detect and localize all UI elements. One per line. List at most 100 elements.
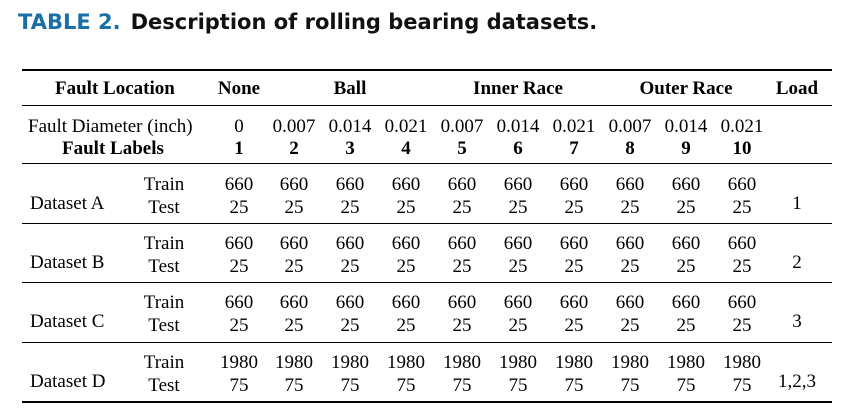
train-count-cell: 660 — [391, 174, 421, 195]
bottom-rule — [22, 401, 832, 403]
header-group-ball: Ball — [333, 78, 367, 99]
train-count-cell: 660 — [335, 174, 365, 195]
train-count-cell: 660 — [559, 174, 589, 195]
train-count-cell: 660 — [391, 292, 421, 313]
test-count-cell: 25 — [452, 256, 472, 277]
test-count-cell: 75 — [620, 375, 640, 396]
train-count-cell: 1980 — [275, 352, 313, 373]
train-count-cell: 660 — [727, 174, 757, 195]
table-title: Description of rolling bearing datasets. — [130, 10, 598, 34]
fault-diameter-cell: 0.014 — [496, 116, 540, 137]
test-count-cell: 25 — [284, 315, 304, 336]
fault-label-cell: 10 — [732, 138, 752, 159]
train-count-cell: 660 — [671, 233, 701, 254]
test-count-cell: 25 — [620, 315, 640, 336]
train-count-cell: 660 — [615, 292, 645, 313]
top-rule — [22, 69, 832, 71]
test-count-cell: 25 — [564, 315, 584, 336]
fault-label-cell: 5 — [457, 138, 467, 159]
test-count-cell: 25 — [396, 256, 416, 277]
test-count-cell: 75 — [284, 375, 304, 396]
header-group-none: None — [217, 78, 261, 99]
train-count-cell: 660 — [447, 174, 477, 195]
test-count-cell: 75 — [229, 375, 249, 396]
test-count-cell: 25 — [340, 197, 360, 218]
train-count-cell: 1980 — [667, 352, 705, 373]
train-count-cell: 1980 — [443, 352, 481, 373]
test-count-cell: 25 — [732, 197, 752, 218]
train-count-cell: 660 — [224, 174, 254, 195]
train-count-cell: 660 — [279, 292, 309, 313]
train-count-cell: 660 — [615, 174, 645, 195]
test-count-cell: 25 — [732, 315, 752, 336]
train-count-cell: 660 — [671, 174, 701, 195]
test-count-cell: 25 — [564, 256, 584, 277]
test-count-cell: 25 — [620, 197, 640, 218]
fault-label-cell: 1 — [234, 138, 244, 159]
test-count-cell: 75 — [396, 375, 416, 396]
test-count-cell: 25 — [676, 256, 696, 277]
train-count-cell: 1980 — [331, 352, 369, 373]
train-count-cell: 660 — [335, 233, 365, 254]
fault-labels-label: Fault Labels — [62, 138, 164, 159]
test-label: Test — [148, 256, 180, 277]
fault-diameter-cell: 0 — [234, 116, 244, 137]
table-number: TABLE 2. — [18, 10, 121, 34]
test-count-cell: 75 — [452, 375, 472, 396]
test-count-cell: 25 — [396, 197, 416, 218]
test-count-cell: 25 — [452, 315, 472, 336]
header-rule — [22, 105, 832, 106]
test-count-cell: 25 — [508, 315, 528, 336]
fault-label-cell: 9 — [681, 138, 691, 159]
train-count-cell: 660 — [391, 233, 421, 254]
test-count-cell: 75 — [732, 375, 752, 396]
header-load: Load — [775, 78, 819, 99]
train-count-cell: 660 — [447, 233, 477, 254]
test-count-cell: 25 — [340, 315, 360, 336]
train-count-cell: 660 — [503, 292, 533, 313]
fault-label-cell: 6 — [513, 138, 523, 159]
header-fault-location: Fault Location — [55, 78, 175, 99]
dataset-c-rule — [22, 342, 832, 343]
fault-diameter-cell: 0.007 — [608, 116, 652, 137]
fault-diameter-cell: 0.021 — [720, 116, 764, 137]
test-count-cell: 75 — [508, 375, 528, 396]
train-count-cell: 660 — [727, 292, 757, 313]
load-value: 1,2,3 — [778, 371, 816, 392]
test-count-cell: 25 — [620, 256, 640, 277]
train-count-cell: 660 — [671, 292, 701, 313]
labels-rule — [22, 163, 832, 164]
fault-diameter-cell: 0.007 — [272, 116, 316, 137]
train-count-cell: 660 — [559, 233, 589, 254]
test-count-cell: 25 — [229, 197, 249, 218]
train-count-cell: 660 — [335, 292, 365, 313]
fault-label-cell: 7 — [569, 138, 579, 159]
train-count-cell: 660 — [279, 233, 309, 254]
test-count-cell: 25 — [508, 256, 528, 277]
fault-diameter-cell: 0.007 — [440, 116, 484, 137]
test-count-cell: 25 — [284, 197, 304, 218]
train-label: Train — [143, 292, 185, 313]
train-count-cell: 660 — [503, 233, 533, 254]
dataset-a-rule — [22, 223, 832, 224]
dataset-name: Dataset C — [30, 311, 105, 332]
test-count-cell: 75 — [676, 375, 696, 396]
test-count-cell: 75 — [564, 375, 584, 396]
train-label: Train — [143, 174, 185, 195]
fault-diameter-cell: 0.014 — [328, 116, 372, 137]
load-value: 1 — [792, 193, 802, 214]
train-count-cell: 1980 — [723, 352, 761, 373]
test-count-cell: 25 — [676, 315, 696, 336]
dataset-name: Dataset D — [30, 371, 106, 392]
train-count-cell: 660 — [615, 233, 645, 254]
test-label: Test — [148, 315, 180, 336]
fault-label-cell: 8 — [625, 138, 635, 159]
train-count-cell: 660 — [503, 174, 533, 195]
load-value: 2 — [792, 252, 802, 273]
test-label: Test — [148, 197, 180, 218]
fault-label-cell: 2 — [289, 138, 299, 159]
train-label: Train — [143, 233, 185, 254]
dataset-name: Dataset B — [30, 252, 105, 273]
train-count-cell: 660 — [447, 292, 477, 313]
train-count-cell: 660 — [727, 233, 757, 254]
